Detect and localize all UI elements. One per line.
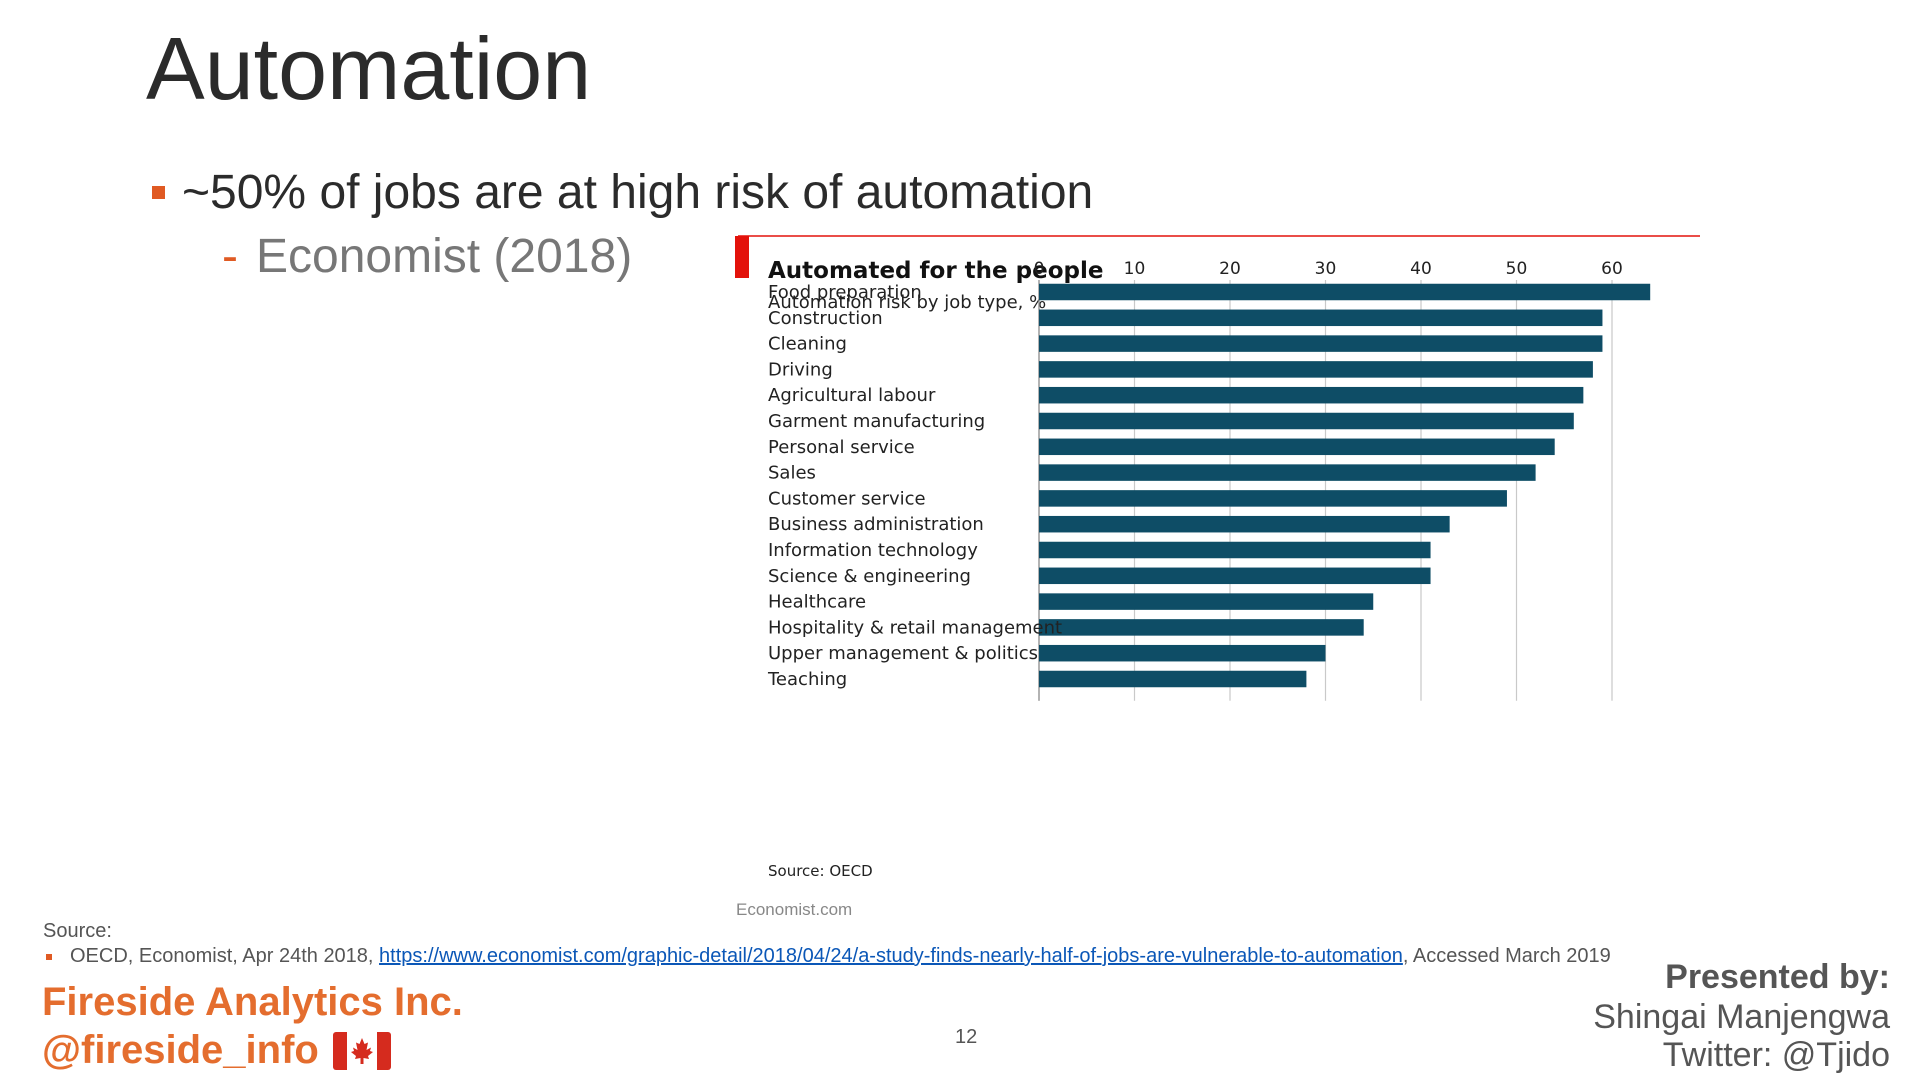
category-label: Sales [768,463,816,484]
category-label: Cleaning [768,334,847,355]
bar [1039,335,1603,352]
x-tick-label: 10 [1124,259,1146,279]
source-bullet-icon [46,954,52,960]
bar [1039,412,1574,430]
bullet-text: ~50% of jobs are at high risk of automat… [182,166,1094,219]
bar [1039,386,1584,404]
slide-title: Automation [146,19,592,118]
category-label: Food preparation [768,282,922,303]
category-label: Science & engineering [768,566,971,587]
bar [1039,644,1326,662]
x-tick-label: 30 [1315,259,1337,279]
category-label: Customer service [768,488,926,509]
economist-credit: Economist.com [736,900,853,919]
x-tick-label: 20 [1219,259,1241,279]
category-label: Construction [768,308,883,329]
category-label: Agricultural labour [768,385,936,406]
bar [1039,670,1307,688]
bar [1039,490,1507,507]
presented-by-label: Presented by: [1665,958,1890,996]
bar [1039,541,1431,559]
category-label: Garment manufacturing [768,411,985,432]
chart-source: Source: OECD [768,862,873,880]
source-prefix: OECD, Economist, Apr 24th 2018, [70,945,380,967]
bar [1039,283,1651,301]
bar [1039,361,1593,378]
chart-title: Automated for the people [768,258,1103,284]
category-label: Hospitality & retail management [768,617,1062,638]
sub-bullet-dash: - [222,230,238,283]
x-tick-label: 0 [1034,259,1045,279]
source-heading: Source: [43,920,112,942]
category-label: Healthcare [768,592,866,613]
x-tick-label: 60 [1601,259,1623,279]
presenter-name: Shingai Manjengwa [1593,998,1890,1036]
canada-flag-icon [333,1032,391,1070]
bar [1039,593,1374,610]
bar-chart: Automated for the people Automation risk… [735,235,1700,880]
bar [1039,515,1450,533]
bar [1039,619,1364,636]
category-label: Personal service [768,437,915,458]
bar [1039,309,1603,327]
x-tick-label: 40 [1410,259,1432,279]
x-tick-label: 50 [1506,259,1528,279]
company-name: Fireside Analytics Inc. [42,980,463,1024]
chart-subtitle: Automation risk by job type, % [768,292,1046,313]
category-label: Upper management & politics [768,643,1038,664]
category-label: Information technology [768,540,978,561]
category-label: Business administration [768,514,984,535]
category-label: Teaching [767,669,847,690]
source-suffix: , Accessed March 2019 [1402,945,1611,967]
bar [1039,464,1536,481]
source-citation: OECD, Economist, Apr 24th 2018, https://… [70,945,1611,968]
company-handle: @fireside_info [42,1028,319,1072]
bullet-square-icon [152,186,165,199]
sub-bullet-text: Economist (2018) [256,230,633,283]
category-label: Driving [768,359,833,380]
presenter-twitter: Twitter: @Tjido [1662,1036,1890,1074]
page-number: 12 [955,1026,978,1048]
bar [1039,438,1555,456]
source-link[interactable]: https://www.economist.com/graphic-detail… [379,945,1403,967]
chart-red-tag [735,236,749,278]
bar [1039,567,1431,585]
